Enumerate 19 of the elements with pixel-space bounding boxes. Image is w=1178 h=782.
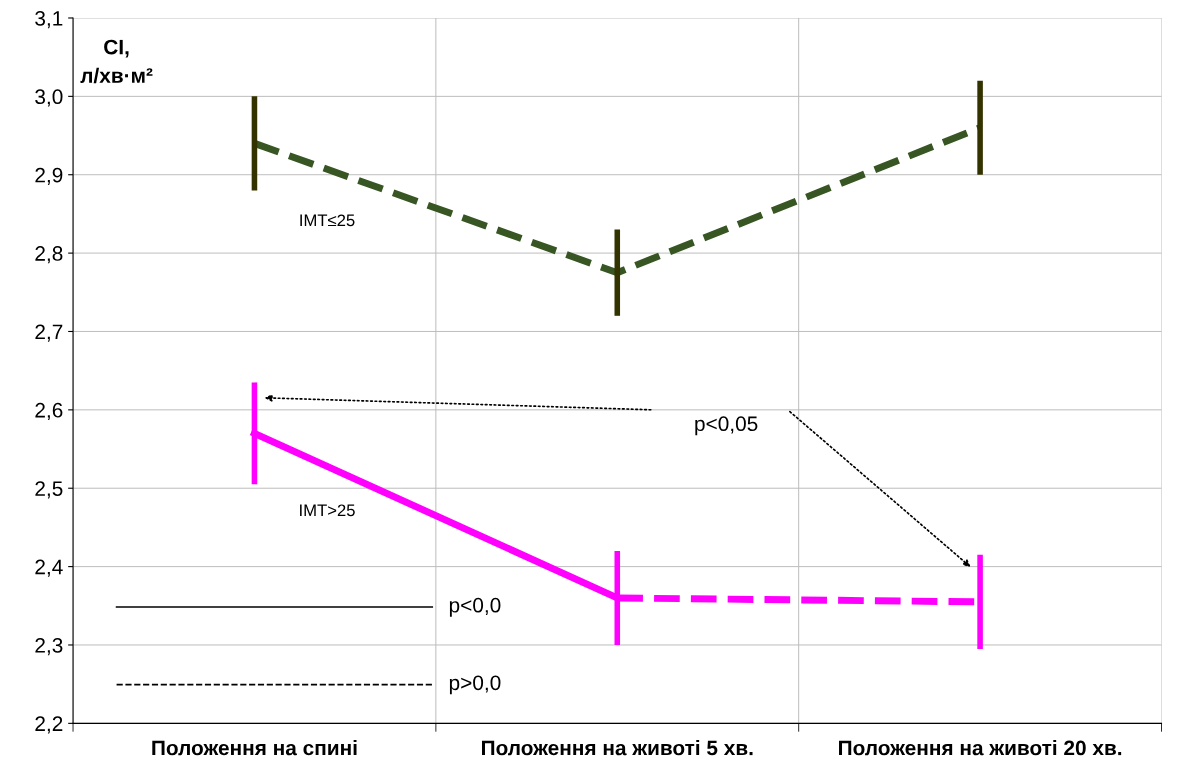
- y-tick-label: 2,7: [35, 324, 63, 342]
- y-tick-label: 2,3: [35, 637, 63, 656]
- series-label: IMT≤25: [300, 214, 355, 227]
- y-tick-label: 3,1: [35, 10, 63, 29]
- x-tick-label: Положення на спині: [152, 740, 357, 756]
- series-label: IMT>25: [300, 504, 355, 517]
- y-axis-title: CI, л/хв·м²: [80, 39, 153, 84]
- y-tick-label: 3,0: [35, 89, 63, 107]
- y-tick-label: 2,2: [35, 716, 63, 734]
- y-tick-label: 2,9: [35, 167, 63, 185]
- x-tick-label: Положення на животі 5 хв.: [482, 740, 753, 756]
- y-tick-label: 2,4: [35, 559, 63, 577]
- annotation: p>0,0: [449, 675, 501, 695]
- annotation: p<0,0: [449, 597, 501, 617]
- y-tick-label: 2,5: [35, 481, 63, 499]
- annotation: p<0,05: [695, 416, 758, 436]
- y-tick-label: 2,8: [35, 246, 63, 264]
- x-tick-label: Положення на животі 20 хв.: [839, 740, 1122, 756]
- y-tick-label: 2,6: [35, 402, 63, 421]
